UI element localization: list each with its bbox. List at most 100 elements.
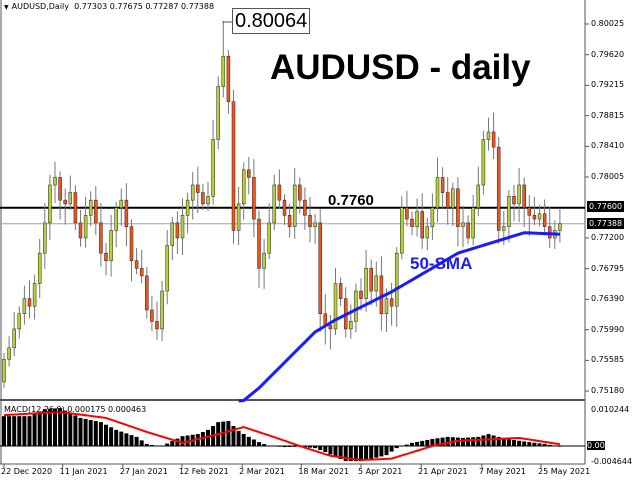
- bear-candle: [145, 275, 149, 311]
- macd-histogram-bar: [124, 433, 129, 446]
- bull-candle: [241, 169, 246, 205]
- macd-histogram-bar: [338, 446, 343, 459]
- macd-histogram-bar: [246, 436, 251, 446]
- bull-candle: [313, 222, 317, 227]
- macd-histogram-bar: [532, 442, 537, 446]
- macd-histogram-bar: [63, 410, 68, 446]
- bull-candle: [2, 358, 6, 383]
- bull-candle: [170, 222, 175, 246]
- macd-histogram-bar: [404, 444, 409, 446]
- bull-candle: [43, 222, 47, 254]
- bear-candle: [420, 211, 424, 239]
- price-tick-label: 0.77200: [591, 233, 625, 242]
- bear-candle: [445, 192, 450, 208]
- macd-histogram-bar: [93, 421, 98, 446]
- macd-histogram-bar: [542, 443, 547, 446]
- bear-candle: [231, 101, 236, 231]
- bear-candle: [287, 215, 292, 227]
- macd-histogram-bar: [241, 433, 246, 446]
- macd-histogram-bar: [165, 443, 170, 446]
- bear-candle: [150, 309, 154, 322]
- macd-histogram-bar: [496, 436, 501, 446]
- bear-candle: [527, 207, 532, 216]
- bull-candle: [12, 328, 16, 349]
- bear-candle: [63, 199, 67, 205]
- bear-candle: [456, 188, 460, 227]
- macd-histogram-bar: [506, 438, 511, 446]
- price-tick-label: 0.75180: [591, 386, 625, 396]
- bear-candle: [124, 199, 129, 227]
- macd-histogram-bar: [522, 441, 527, 446]
- bear-candle: [491, 131, 496, 148]
- price-tick-label: 0.78815: [591, 110, 625, 120]
- bull-candle: [53, 177, 57, 186]
- time-tick-label: 11 Jan 2021: [59, 467, 108, 476]
- macd-histogram-bar: [471, 437, 476, 446]
- bull-candle: [272, 184, 277, 224]
- bull-candle: [364, 268, 368, 299]
- price-tick-label: 0.75585: [591, 355, 625, 365]
- macd-histogram-bar: [206, 429, 210, 446]
- macd-histogram-bar: [144, 443, 149, 446]
- macd-histogram-bar: [104, 424, 108, 446]
- macd-histogram-bar: [221, 421, 226, 446]
- bull-candle: [451, 188, 455, 208]
- bear-candle: [78, 222, 83, 239]
- macd-histogram-bar: [32, 413, 37, 446]
- bull-candle: [262, 252, 266, 269]
- macd-histogram-bar: [17, 416, 22, 446]
- time-tick-label: 21 Apr 2021: [418, 467, 468, 476]
- macd-histogram-bar: [282, 446, 287, 448]
- bull-candle: [114, 207, 118, 231]
- price-tick-label: 0.78005: [591, 172, 625, 182]
- level-label: 0.7760: [328, 192, 374, 209]
- macd-histogram-bar: [455, 437, 460, 446]
- macd-histogram-bar: [420, 440, 425, 446]
- current-price-tag: 0.77388: [587, 218, 625, 229]
- bull-candle: [216, 86, 220, 140]
- bear-candle: [512, 196, 516, 205]
- bull-candle: [160, 290, 164, 330]
- peak-connector-line: [222, 21, 232, 23]
- bull-candle: [83, 215, 88, 239]
- bull-candle: [68, 192, 73, 205]
- bear-candle: [226, 55, 231, 102]
- macd-histogram-bar: [47, 408, 52, 446]
- macd-histogram-bar: [425, 439, 430, 446]
- macd-histogram-bar: [7, 416, 12, 446]
- dropdown-triangle-icon[interactable]: ▼: [4, 4, 9, 11]
- bull-candle: [415, 211, 419, 227]
- ohlc-values: 0.77303 0.77675 0.77287 0.77388: [74, 2, 215, 11]
- macd-histogram-bar: [83, 418, 88, 446]
- time-tick-label: 7 May 2021: [478, 467, 526, 476]
- bull-candle: [48, 184, 52, 224]
- bear-candle: [58, 177, 62, 201]
- bull-candle: [537, 213, 542, 220]
- macd-histogram-bar: [481, 435, 486, 446]
- bull-candle: [206, 196, 210, 205]
- macd-histogram-bar: [170, 441, 175, 446]
- bear-candle: [175, 222, 180, 239]
- macd-histogram-bar: [359, 446, 363, 462]
- macd-histogram-bar: [364, 446, 369, 461]
- macd-histogram-bar: [410, 442, 414, 446]
- bull-candle: [32, 283, 37, 307]
- bear-candle: [99, 222, 103, 254]
- macd-tick-label: 0.010244: [591, 405, 630, 415]
- macd-histogram-bar: [445, 436, 450, 446]
- symbol-timeframe: AUDUSD,Daily: [11, 2, 69, 11]
- macd-histogram-bar: [527, 442, 532, 446]
- macd-histogram-bar: [308, 446, 312, 448]
- price-tick-label: 0.79215: [591, 80, 625, 90]
- macd-histogram-bar: [58, 408, 63, 446]
- time-tick-label: 25 May 2021: [538, 467, 591, 476]
- macd-histogram-bar: [501, 437, 506, 446]
- macd-histogram-bar: [313, 446, 318, 449]
- macd-histogram-bar: [134, 436, 139, 446]
- macd-histogram-bar: [129, 435, 134, 446]
- bear-candle: [303, 199, 307, 216]
- bull-candle: [236, 203, 241, 231]
- peak-price-label: 0.80064: [232, 8, 311, 34]
